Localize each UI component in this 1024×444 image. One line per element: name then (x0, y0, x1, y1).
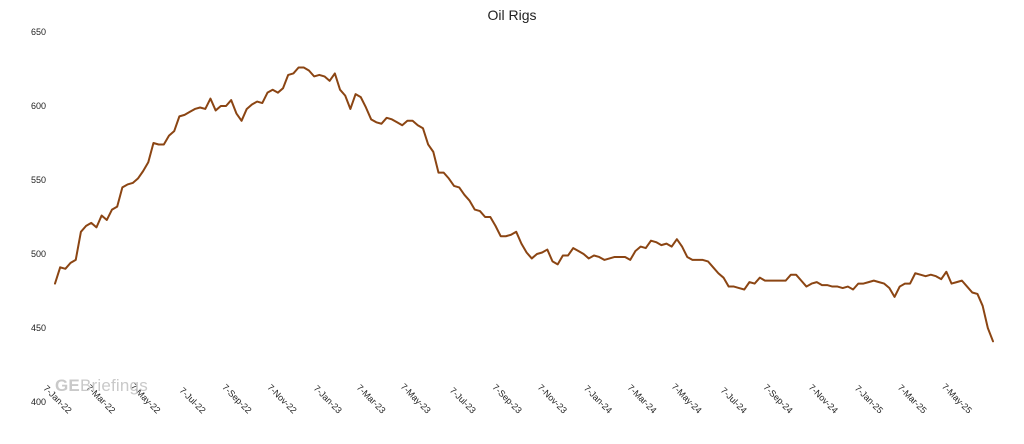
x-tick-label: 7-Mar-25 (896, 383, 929, 416)
x-tick-label: 7-Nov-23 (536, 382, 569, 415)
watermark: GEBriefings (55, 376, 148, 396)
y-tick-label: 650 (31, 27, 46, 37)
x-tick-label: 7-Nov-24 (807, 382, 840, 415)
y-axis: 400 450 500 550 600 650 (31, 27, 46, 407)
y-tick-label: 550 (31, 175, 46, 185)
x-tick-label: 7-Sep-22 (220, 382, 253, 415)
x-tick-label: 7-Jan-23 (312, 383, 344, 415)
watermark-bold: GE (55, 376, 80, 395)
x-tick-label: 7-Mar-23 (355, 383, 388, 416)
watermark-light: Briefings (79, 376, 148, 395)
series-line (54, 66, 994, 343)
x-tick-label: 7-Jan-24 (582, 383, 614, 415)
x-tick-label: 7-May-25 (940, 381, 974, 415)
y-tick-label: 600 (31, 101, 46, 111)
x-tick-label: 7-Jan-25 (853, 383, 885, 415)
chart-title: Oil Rigs (487, 7, 537, 23)
x-tick-label: 7-Sep-23 (491, 382, 524, 415)
x-axis: 7-Jan-22 7-Mar-22 7-May-22 7-Jul-22 7-Sep-22… (41, 381, 973, 415)
y-tick-label: 450 (31, 323, 46, 333)
x-tick-label: 7-Jul-24 (719, 385, 749, 415)
x-tick-label: 7-Jul-22 (178, 385, 208, 415)
x-tick-label: 7-Nov-22 (265, 382, 298, 415)
y-tick-label: 400 (31, 397, 46, 407)
y-tick-label: 500 (31, 249, 46, 259)
x-tick-label: 7-Sep-24 (761, 382, 794, 415)
x-tick-label: 7-May-23 (399, 381, 433, 415)
x-tick-label: 7-Mar-24 (626, 383, 659, 416)
x-tick-label: 7-May-24 (670, 381, 704, 415)
x-tick-label: 7-Jul-23 (448, 385, 478, 415)
